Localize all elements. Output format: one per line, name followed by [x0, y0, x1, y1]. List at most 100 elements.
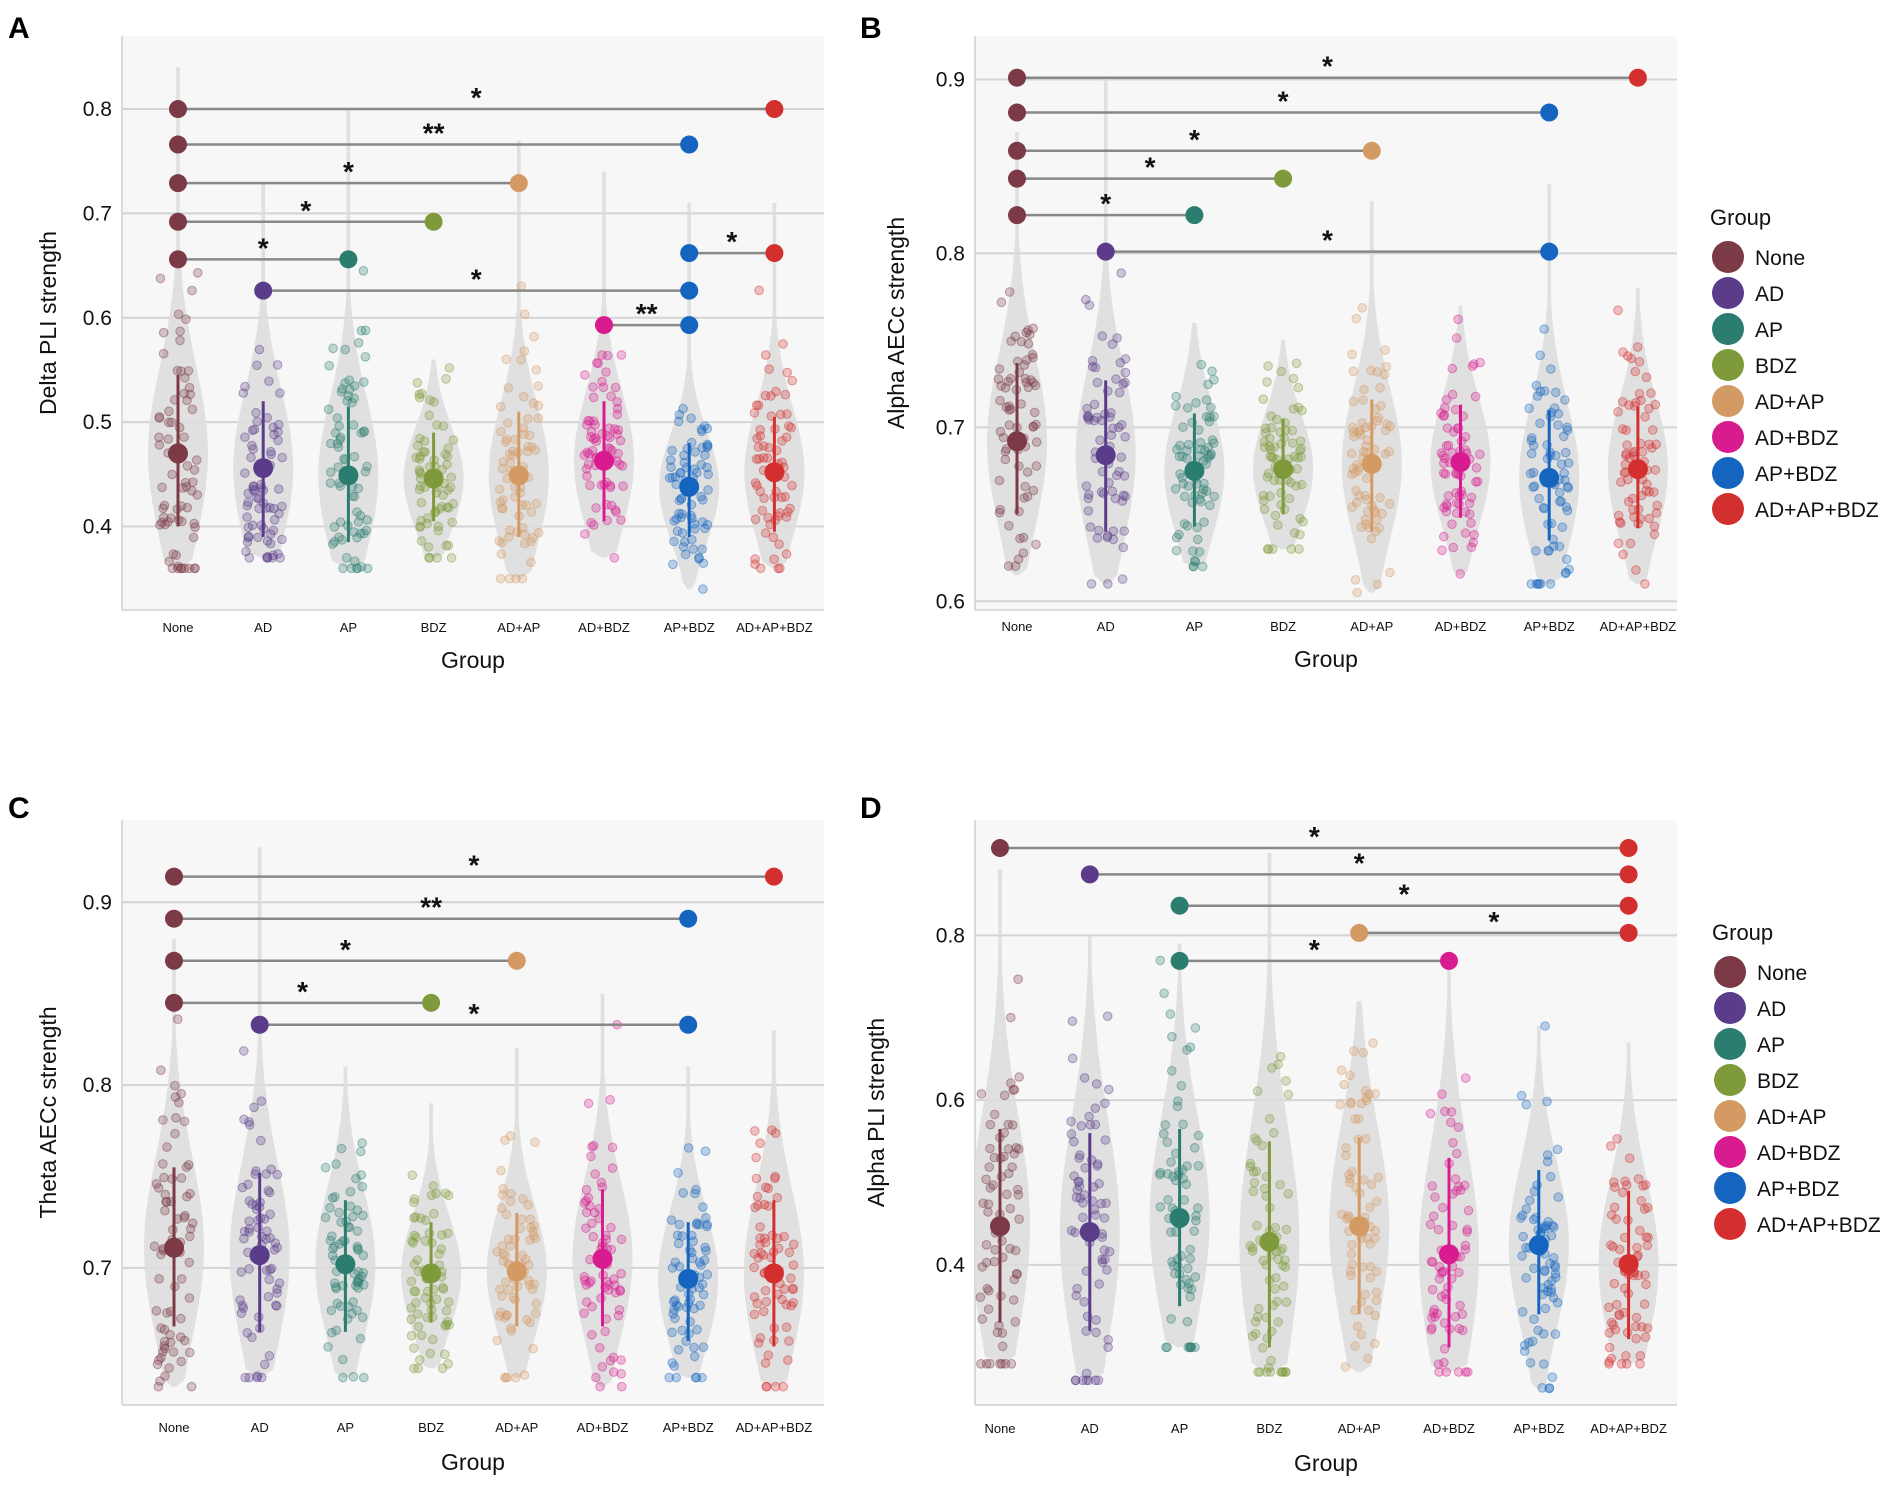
data-point: [1116, 268, 1126, 278]
significance-start-dot: [165, 993, 183, 1012]
data-point: [1084, 489, 1094, 500]
significance-label: *: [468, 850, 479, 881]
mean-marker-AD: [253, 458, 274, 479]
data-point: [441, 1319, 452, 1330]
data-point: [500, 1135, 510, 1145]
data-point: [254, 344, 265, 355]
data-point: [749, 1309, 760, 1320]
mean-marker-AD+BDZ: [1439, 1244, 1459, 1265]
data-point: [1542, 1221, 1552, 1231]
data-point: [1339, 1079, 1349, 1090]
data-point: [1070, 1375, 1081, 1386]
data-point: [498, 503, 508, 514]
data-point: [343, 391, 354, 401]
data-point: [495, 1284, 505, 1295]
data-point: [448, 435, 459, 445]
data-point: [518, 1194, 528, 1204]
data-point: [528, 1343, 539, 1354]
data-point: [1546, 1276, 1557, 1286]
data-point: [697, 517, 708, 527]
data-point: [770, 1171, 781, 1182]
data-point: [1336, 1065, 1347, 1075]
data-point: [997, 1359, 1007, 1369]
data-point: [674, 508, 684, 519]
data-point: [355, 1333, 366, 1344]
data-point: [411, 1298, 421, 1308]
data-point: [758, 453, 769, 463]
data-point: [696, 424, 707, 435]
data-point: [786, 422, 796, 433]
data-point: [750, 554, 760, 564]
data-point: [179, 388, 189, 399]
data-point: [1350, 1341, 1360, 1351]
data-point: [610, 1287, 621, 1298]
data-point: [1107, 486, 1118, 497]
data-point: [432, 420, 442, 430]
data-point: [1356, 522, 1366, 532]
data-point: [1371, 1287, 1382, 1297]
data-point: [1094, 525, 1104, 536]
data-point: [533, 381, 544, 391]
data-point: [669, 1304, 679, 1315]
data-point: [406, 1276, 417, 1287]
data-point: [1296, 443, 1306, 454]
data-point: [251, 492, 262, 503]
data-point: [1265, 491, 1275, 502]
data-point: [1634, 389, 1645, 399]
data-point: [981, 1257, 992, 1268]
data-point: [760, 390, 771, 401]
data-point: [256, 1372, 267, 1383]
data-point: [1162, 1342, 1172, 1353]
data-point: [1360, 1289, 1370, 1300]
data-point: [612, 429, 623, 440]
data-point: [788, 1283, 798, 1294]
data-point: [588, 416, 599, 426]
data-point: [187, 285, 197, 296]
data-point: [526, 1223, 536, 1233]
data-point: [337, 384, 348, 394]
data-point: [750, 1202, 760, 1213]
data-point: [495, 573, 506, 584]
data-point: [1284, 493, 1295, 504]
data-point: [1110, 493, 1121, 504]
data-point: [990, 1245, 1000, 1255]
data-point: [415, 521, 425, 532]
data-point: [263, 1185, 274, 1196]
data-point: [189, 518, 199, 529]
data-point: [1460, 1244, 1471, 1255]
x-tick-label: AD+BDZ: [577, 1420, 629, 1435]
data-point: [155, 1376, 165, 1386]
data-point: [422, 518, 433, 529]
data-point: [500, 1372, 511, 1383]
data-point: [998, 432, 1009, 443]
data-point: [1346, 1270, 1356, 1281]
y-tick-label: 0.9: [83, 891, 112, 914]
data-point: [154, 413, 165, 423]
data-point: [175, 326, 185, 337]
data-point: [1000, 446, 1011, 457]
data-point: [1353, 427, 1364, 438]
data-point: [1551, 1272, 1561, 1283]
data-point: [353, 1266, 364, 1277]
mean-marker-AD: [249, 1245, 270, 1266]
data-point: [1357, 303, 1368, 313]
data-point: [1013, 974, 1023, 985]
data-point: [1102, 531, 1113, 541]
data-point: [359, 1372, 369, 1383]
data-point: [776, 492, 787, 503]
data-point: [1195, 437, 1206, 448]
data-point: [1616, 477, 1626, 487]
data-point: [189, 465, 200, 475]
data-point: [341, 553, 352, 563]
data-point: [492, 1247, 502, 1257]
data-point: [1361, 1095, 1372, 1106]
data-point: [670, 1257, 681, 1268]
data-point: [1189, 1226, 1199, 1236]
data-point: [409, 1259, 420, 1270]
data-point: [531, 498, 542, 509]
data-point: [249, 424, 260, 435]
data-point: [244, 1264, 254, 1274]
data-point: [756, 1248, 767, 1259]
significance-start-dot: [250, 1015, 269, 1034]
data-point: [1075, 1150, 1085, 1160]
